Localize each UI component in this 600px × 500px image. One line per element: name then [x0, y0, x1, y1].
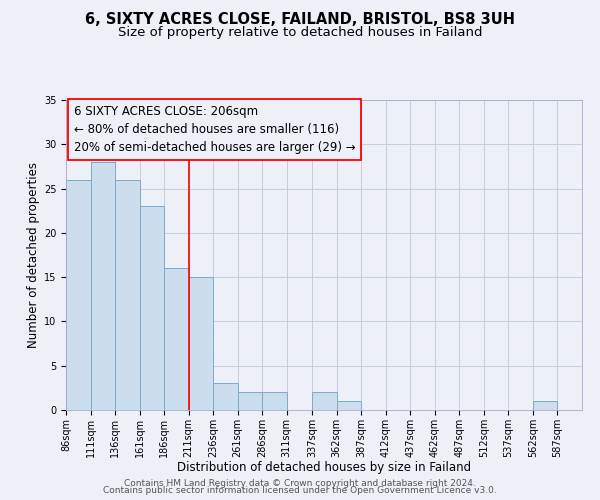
Bar [66, 180, 91, 410]
Bar [213, 384, 238, 410]
Bar [140, 206, 164, 410]
Text: 6, SIXTY ACRES CLOSE, FAILAND, BRISTOL, BS8 3UH: 6, SIXTY ACRES CLOSE, FAILAND, BRISTOL, … [85, 12, 515, 28]
Bar [312, 392, 337, 410]
Bar [238, 392, 262, 410]
Bar [115, 180, 140, 410]
Y-axis label: Number of detached properties: Number of detached properties [26, 162, 40, 348]
Text: Contains public sector information licensed under the Open Government Licence v3: Contains public sector information licen… [103, 486, 497, 495]
Text: Contains HM Land Registry data © Crown copyright and database right 2024.: Contains HM Land Registry data © Crown c… [124, 478, 476, 488]
Bar [533, 401, 557, 410]
Bar [91, 162, 115, 410]
Text: 6 SIXTY ACRES CLOSE: 206sqm
← 80% of detached houses are smaller (116)
20% of se: 6 SIXTY ACRES CLOSE: 206sqm ← 80% of det… [74, 104, 355, 154]
Bar [188, 277, 213, 410]
Bar [262, 392, 287, 410]
Bar [337, 401, 361, 410]
Text: Size of property relative to detached houses in Failand: Size of property relative to detached ho… [118, 26, 482, 39]
X-axis label: Distribution of detached houses by size in Failand: Distribution of detached houses by size … [177, 461, 471, 474]
Bar [164, 268, 188, 410]
